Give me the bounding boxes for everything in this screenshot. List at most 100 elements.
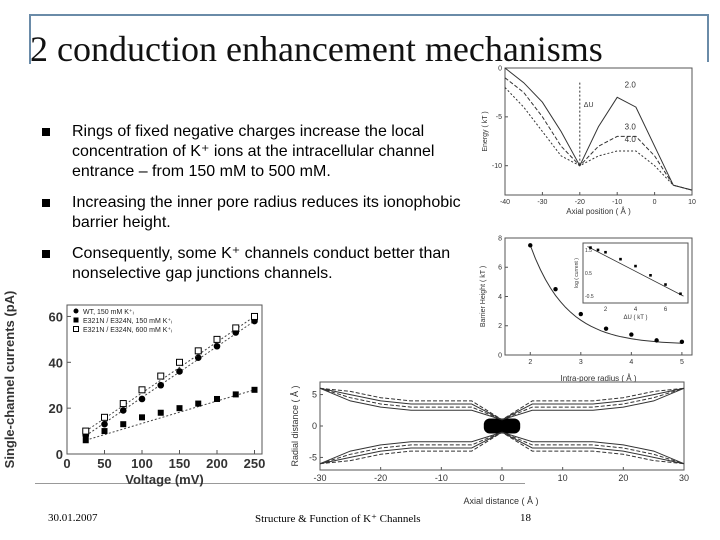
bullet-square-icon [42, 199, 50, 207]
barrier-y-tick-label: 4 [498, 294, 502, 301]
barrier-y-axis-label: Barrier Height ( kT ) [480, 266, 487, 327]
pore-constriction-shape [483, 418, 521, 434]
inset-data-point [596, 248, 600, 252]
barrier-x-tick-label: 4 [629, 359, 633, 366]
currents-data-point [139, 414, 145, 421]
pore-x-tick-label: -20 [374, 473, 387, 483]
energy-y-tick-label: 0 [498, 65, 502, 72]
barrier-x-axis-label: Intra-pore radius ( Å ) [560, 374, 636, 383]
bullet-text: Increasing the inner pore radius reduces… [72, 194, 461, 231]
bullet-item: Increasing the inner pore radius reduces… [42, 193, 472, 233]
currents-data-point [157, 381, 165, 389]
currents-data-point [176, 358, 183, 366]
barrier-y-tick-label: 0 [498, 352, 502, 359]
bullet-text: Consequently, some K⁺ channels conduct b… [72, 245, 451, 282]
energy-x-tick-label: -10 [612, 199, 622, 206]
energy-y-tick-label: -10 [492, 163, 502, 170]
bullet-square-icon [42, 250, 50, 258]
legend-label: WT, 150 mM K⁺ᵢ [83, 309, 134, 316]
currents-data-point [120, 421, 127, 428]
barrier-data-point [553, 286, 558, 292]
currents-data-point [251, 386, 258, 393]
bullet-item: Consequently, some K⁺ channels conduct b… [42, 244, 472, 284]
footer-page-number: 18 [520, 512, 531, 524]
currents-data-point [213, 335, 221, 343]
currents-data-point [251, 312, 258, 320]
inset-x-axis-label: ΔU ( kT ) [624, 315, 648, 321]
energy-profile-line [504, 87, 693, 191]
currents-y-axis-label: Single-channel currents (pA) [2, 291, 17, 469]
currents-fit-line [85, 320, 255, 437]
currents-plot-frame [66, 304, 263, 455]
currents-x-tick-label: 250 [244, 456, 266, 471]
energy-x-tick-label: -30 [537, 199, 547, 206]
inset-y-tick-label: 1.5 [585, 248, 592, 254]
currents-data-point [176, 405, 183, 412]
currents-data-point [213, 342, 221, 350]
pore-y-tick-label: 5 [312, 390, 317, 400]
currents-data-point [194, 347, 202, 355]
currents-data-point [176, 368, 183, 375]
inset-y-tick-label: 0.5 [585, 271, 592, 277]
energy-y-axis-label: Energy ( kT ) [482, 111, 489, 151]
inset-data-point [664, 283, 667, 286]
currents-x-tick-label: 200 [206, 456, 228, 471]
currents-data-point [157, 409, 164, 416]
barrier-x-tick-label: 3 [579, 359, 583, 366]
currents-x-tick-label: 50 [97, 456, 111, 471]
pore-x-tick-label: -30 [313, 473, 326, 483]
barrier-x-tick-label: 5 [680, 359, 684, 366]
inset-fit-line [587, 246, 684, 297]
pore-x-tick-label: 20 [618, 473, 628, 483]
series-label: 3.0 [625, 123, 637, 132]
barrier-data-point [654, 338, 659, 343]
barrier-y-tick-label: 2 [498, 323, 502, 330]
energy-plot-frame [504, 67, 693, 196]
barrier-y-tick-label: 8 [498, 235, 502, 242]
currents-y-tick-label: 40 [49, 355, 63, 370]
delta-u-label: ΔU [584, 102, 594, 109]
inset-data-point [649, 274, 652, 277]
currents-data-point [214, 395, 220, 402]
currents-y-tick-label: 0 [56, 447, 63, 462]
title-frame-left [29, 14, 31, 64]
currents-data-point [101, 413, 108, 421]
footer-divider [35, 483, 525, 484]
currents-data-point [138, 395, 146, 403]
currents-data-point [232, 324, 240, 332]
pore-y-tick-label: 0 [312, 421, 317, 431]
legend-label: E321N / E324N, 150 mM K⁺ᵢ [83, 318, 172, 325]
currents-data-point [194, 354, 202, 362]
bullet-square-icon [42, 128, 50, 136]
inset-x-tick-label: 4 [634, 307, 638, 313]
currents-y-tick-label: 60 [49, 309, 63, 324]
legend-marker [73, 308, 79, 314]
energy-x-tick-label: 10 [688, 199, 696, 206]
currents-data-point [101, 420, 108, 428]
series-label: 4.0 [625, 135, 637, 144]
inset-data-point [589, 246, 592, 249]
bullet-list: Rings of fixed negative charges increase… [42, 122, 472, 295]
energy-profile-line [504, 77, 693, 191]
footer-date: 30.01.2007 [48, 512, 98, 524]
inset-data-point [604, 250, 607, 254]
barrier-y-tick-label: 6 [498, 265, 502, 272]
title-frame-right [707, 14, 709, 62]
currents-data-point [138, 386, 146, 394]
pore-y-axis-label: Radial distance ( Å ) [290, 385, 300, 466]
currents-data-point [119, 407, 127, 414]
inset-data-point [619, 257, 622, 261]
pore-x-tick-label: 10 [558, 473, 568, 483]
currents-data-point [82, 437, 89, 444]
currents-x-tick-label: 0 [63, 456, 70, 471]
energy-profile-line [504, 67, 693, 191]
currents-data-point [232, 391, 239, 398]
inset-data-point [634, 264, 637, 268]
bullet-text: Rings of fixed negative charges increase… [72, 123, 435, 180]
energy-y-tick-label: -5 [496, 114, 502, 121]
inset-y-tick-label: -0.5 [585, 294, 594, 300]
pore-profile-line [319, 431, 685, 465]
energy-x-axis-label: Axial position ( Å ) [566, 207, 631, 216]
energy-x-tick-label: -40 [500, 199, 510, 206]
